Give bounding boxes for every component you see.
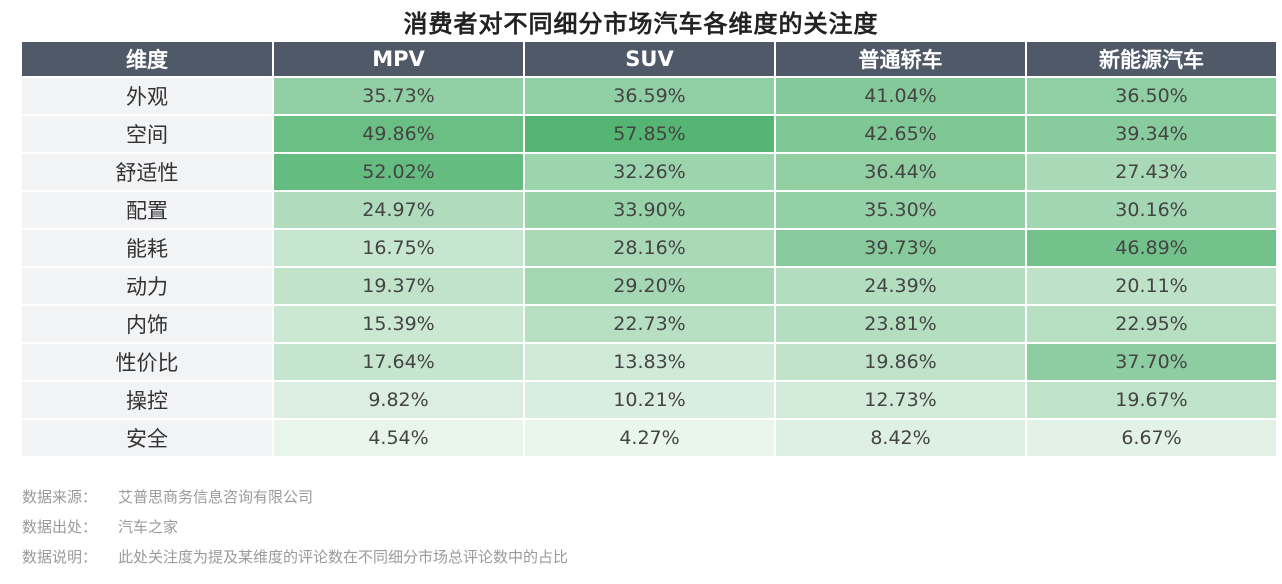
heat-cell: 33.90%: [525, 192, 774, 228]
heat-cell: 13.83%: [525, 344, 774, 380]
heat-cell: 24.97%: [274, 192, 523, 228]
table-row: 能耗 16.75% 28.16% 39.73% 46.89%: [22, 230, 1276, 266]
heat-cell: 22.95%: [1027, 306, 1276, 342]
table-row: 操控 9.82% 10.21% 12.73% 19.67%: [22, 382, 1276, 418]
heat-cell: 20.11%: [1027, 268, 1276, 304]
heat-cell: 10.21%: [525, 382, 774, 418]
explanation-text: 此处关注度为提及某维度的评论数在不同细分市场总评论数中的占比: [118, 548, 569, 566]
chart-title: 消费者对不同细分市场汽车各维度的关注度: [403, 10, 879, 38]
row-label: 安全: [22, 420, 272, 456]
heat-cell: 8.42%: [776, 420, 1025, 456]
heat-cell: 39.34%: [1027, 116, 1276, 152]
table-row: 内饰 15.39% 22.73% 23.81% 22.95%: [22, 306, 1276, 342]
heat-cell: 22.73%: [525, 306, 774, 342]
heat-cell: 17.64%: [274, 344, 523, 380]
heat-cell: 49.86%: [274, 116, 523, 152]
heat-cell: 4.27%: [525, 420, 774, 456]
heat-cell: 36.44%: [776, 154, 1025, 190]
source-text: 艾普思商务信息咨询有限公司: [118, 488, 314, 506]
table-row: 舒适性 52.02% 32.26% 36.44% 27.43%: [22, 154, 1276, 190]
heat-cell: 52.02%: [274, 154, 523, 190]
table-row: 动力 19.37% 29.20% 24.39% 20.11%: [22, 268, 1276, 304]
row-label: 内饰: [22, 306, 272, 342]
explanation-note: 数据说明： 此处关注度为提及某维度的评论数在不同细分市场总评论数中的占比: [22, 546, 568, 567]
heat-cell: 39.73%: [776, 230, 1025, 266]
heat-cell: 12.73%: [776, 382, 1025, 418]
heat-cell: 15.39%: [274, 306, 523, 342]
source-note: 数据来源： 艾普思商务信息咨询有限公司: [22, 486, 313, 507]
heat-cell: 36.59%: [525, 78, 774, 114]
heatmap-table: 维度 MPV SUV 普通轿车 新能源汽车 外观 35.73% 36.59% 41.0…: [20, 40, 1278, 458]
heat-cell: 37.70%: [1027, 344, 1276, 380]
heat-cell: 29.20%: [525, 268, 774, 304]
row-label: 空间: [22, 116, 272, 152]
heat-cell: 36.50%: [1027, 78, 1276, 114]
corner-header: 维度: [22, 42, 272, 76]
row-label: 外观: [22, 78, 272, 114]
heat-cell: 6.67%: [1027, 420, 1276, 456]
table-row: 外观 35.73% 36.59% 41.04% 36.50%: [22, 78, 1276, 114]
table-row: 性价比 17.64% 13.83% 19.86% 37.70%: [22, 344, 1276, 380]
heat-cell: 27.43%: [1027, 154, 1276, 190]
heat-cell: 23.81%: [776, 306, 1025, 342]
row-label: 操控: [22, 382, 272, 418]
table-row: 安全 4.54% 4.27% 8.42% 6.67%: [22, 420, 1276, 456]
column-header: 新能源汽车: [1027, 42, 1276, 76]
heat-cell: 19.67%: [1027, 382, 1276, 418]
heat-cell: 30.16%: [1027, 192, 1276, 228]
origin-label: 数据出处：: [22, 518, 98, 536]
header-row: 维度 MPV SUV 普通轿车 新能源汽车: [22, 42, 1276, 76]
heat-cell: 35.73%: [274, 78, 523, 114]
heat-cell: 28.16%: [525, 230, 774, 266]
heat-cell: 24.39%: [776, 268, 1025, 304]
heat-cell: 19.86%: [776, 344, 1025, 380]
row-label: 性价比: [22, 344, 272, 380]
heat-cell: 4.54%: [274, 420, 523, 456]
heat-cell: 57.85%: [525, 116, 774, 152]
origin-note: 数据出处： 汽车之家: [22, 516, 178, 537]
source-label: 数据来源：: [22, 488, 98, 506]
origin-text: 汽车之家: [118, 518, 179, 536]
heat-cell: 19.37%: [274, 268, 523, 304]
heat-cell: 42.65%: [776, 116, 1025, 152]
heat-cell: 46.89%: [1027, 230, 1276, 266]
row-label: 能耗: [22, 230, 272, 266]
column-header: MPV: [274, 42, 523, 76]
heat-cell: 9.82%: [274, 382, 523, 418]
table-row: 配置 24.97% 33.90% 35.30% 30.16%: [22, 192, 1276, 228]
row-label: 动力: [22, 268, 272, 304]
row-label: 舒适性: [22, 154, 272, 190]
heat-cell: 32.26%: [525, 154, 774, 190]
heat-cell: 41.04%: [776, 78, 1025, 114]
table-row: 空间 49.86% 57.85% 42.65% 39.34%: [22, 116, 1276, 152]
explanation-label: 数据说明：: [22, 548, 98, 566]
row-label: 配置: [22, 192, 272, 228]
column-header: 普通轿车: [776, 42, 1025, 76]
column-header: SUV: [525, 42, 774, 76]
heat-cell: 35.30%: [776, 192, 1025, 228]
heat-cell: 16.75%: [274, 230, 523, 266]
